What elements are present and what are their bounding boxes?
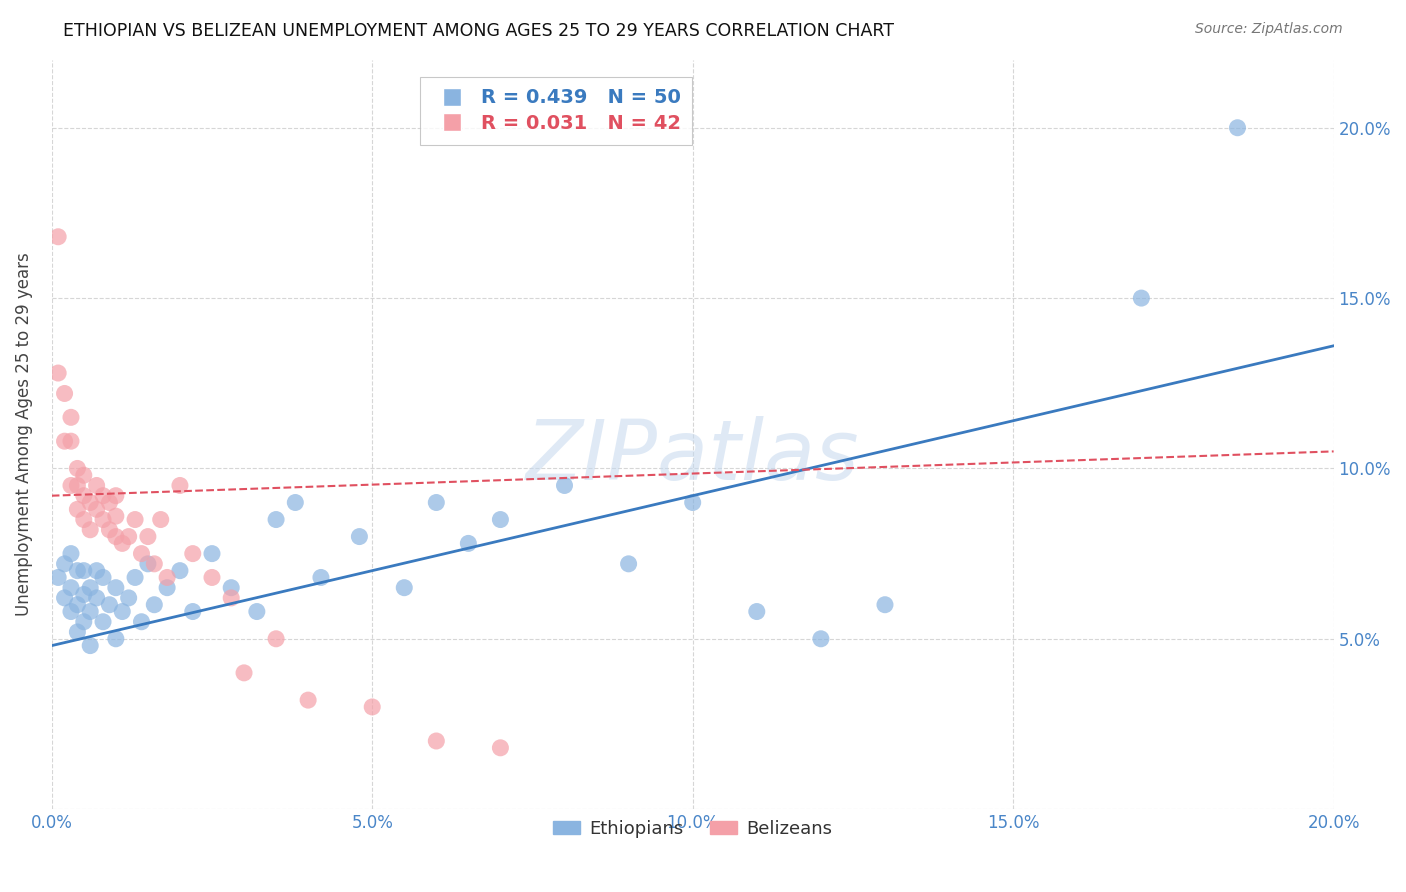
Point [73, 468, 96, 483]
Point [86, 478, 108, 492]
Point [104, 581, 127, 595]
Point [201, 570, 224, 584]
Point [1130, 291, 1153, 305]
Point [136, 557, 159, 571]
Point [118, 591, 141, 605]
Point [59, 581, 82, 595]
Point [264, 632, 287, 646]
Point [617, 557, 640, 571]
Point [46, 366, 69, 380]
Point [46, 229, 69, 244]
Point [66, 478, 89, 492]
Point [59, 605, 82, 619]
Point [86, 502, 108, 516]
Point [131, 615, 153, 629]
Point [553, 478, 575, 492]
Point [169, 478, 191, 492]
Point [489, 512, 512, 526]
Point [111, 605, 134, 619]
Point [59, 410, 82, 425]
Point [489, 740, 512, 755]
Point [297, 693, 319, 707]
Point [219, 581, 242, 595]
Point [79, 639, 101, 653]
Y-axis label: Unemployment Among Ages 25 to 29 years: Unemployment Among Ages 25 to 29 years [15, 252, 32, 616]
Point [66, 461, 89, 475]
Point [246, 605, 269, 619]
Point [181, 547, 204, 561]
Text: ZIPatlas: ZIPatlas [526, 417, 859, 498]
Point [118, 530, 141, 544]
Point [73, 564, 96, 578]
Point [73, 489, 96, 503]
Point [59, 478, 82, 492]
Point [66, 502, 89, 516]
Point [46, 570, 69, 584]
Point [104, 509, 127, 524]
Point [73, 615, 96, 629]
Point [873, 598, 896, 612]
Point [59, 547, 82, 561]
Point [73, 587, 96, 601]
Point [349, 530, 371, 544]
Point [66, 598, 89, 612]
Point [156, 570, 179, 584]
Point [86, 564, 108, 578]
Text: Source: ZipAtlas.com: Source: ZipAtlas.com [1195, 22, 1343, 37]
Point [156, 581, 179, 595]
Point [79, 495, 101, 509]
Point [219, 591, 242, 605]
Point [91, 512, 114, 526]
Point [394, 581, 416, 595]
Point [810, 632, 832, 646]
Point [53, 386, 76, 401]
Point [79, 605, 101, 619]
Point [73, 512, 96, 526]
Point [201, 547, 224, 561]
Point [91, 570, 114, 584]
Point [1226, 120, 1249, 135]
Legend: Ethiopians, Belizeans: Ethiopians, Belizeans [546, 813, 839, 845]
Point [143, 598, 166, 612]
Point [79, 523, 101, 537]
Point [124, 570, 146, 584]
Point [53, 434, 76, 449]
Point [53, 557, 76, 571]
Point [682, 495, 704, 509]
Point [98, 598, 121, 612]
Point [59, 434, 82, 449]
Point [79, 581, 101, 595]
Point [98, 523, 121, 537]
Point [98, 495, 121, 509]
Point [66, 624, 89, 639]
Point [264, 512, 287, 526]
Point [136, 530, 159, 544]
Point [181, 605, 204, 619]
Point [233, 665, 256, 680]
Text: ETHIOPIAN VS BELIZEAN UNEMPLOYMENT AMONG AGES 25 TO 29 YEARS CORRELATION CHART: ETHIOPIAN VS BELIZEAN UNEMPLOYMENT AMONG… [63, 22, 894, 40]
Point [425, 734, 447, 748]
Point [309, 570, 332, 584]
Point [124, 512, 146, 526]
Point [143, 557, 166, 571]
Point [457, 536, 479, 550]
Point [361, 700, 384, 714]
Point [53, 591, 76, 605]
Point [149, 512, 172, 526]
Point [104, 530, 127, 544]
Point [131, 547, 153, 561]
Point [91, 615, 114, 629]
Point [104, 632, 127, 646]
Point [169, 564, 191, 578]
Point [91, 489, 114, 503]
Point [66, 564, 89, 578]
Point [86, 591, 108, 605]
Point [425, 495, 447, 509]
Point [111, 536, 134, 550]
Point [745, 605, 768, 619]
Point [104, 489, 127, 503]
Point [284, 495, 307, 509]
